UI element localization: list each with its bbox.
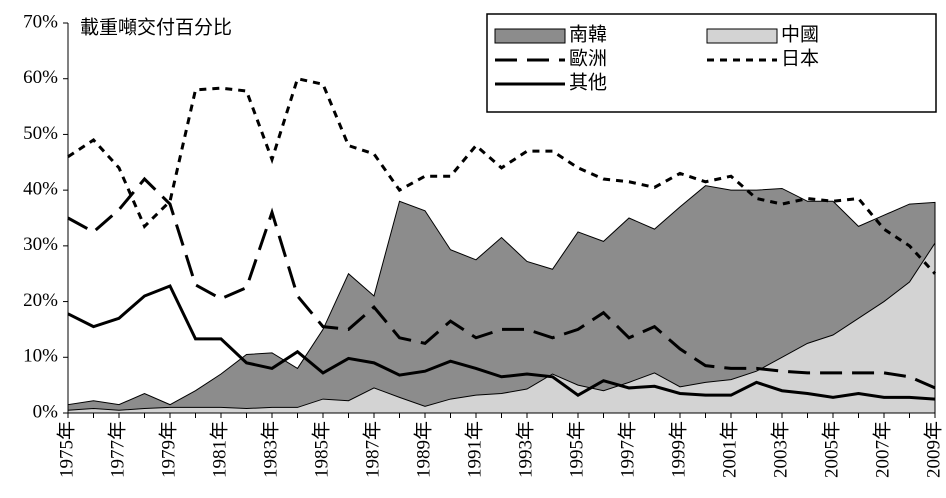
x-tick-label: 1989年 — [412, 421, 434, 478]
x-tick-label: 1991年 — [463, 421, 485, 478]
x-tick-label: 1993年 — [514, 421, 536, 478]
x-tick-label: 1975年 — [55, 421, 77, 478]
legend-label: 南韓 — [569, 23, 607, 45]
x-tick-label: 1979年 — [157, 421, 179, 478]
legend-label: 中國 — [781, 23, 819, 45]
legend-label: 日本 — [781, 47, 819, 69]
y-tick-label: 0% — [33, 401, 59, 422]
plot-area — [67, 76, 937, 414]
legend-label: 歐洲 — [569, 47, 607, 69]
x-tick-label: 2003年 — [769, 421, 791, 478]
x-tick-label: 1997年 — [616, 421, 638, 478]
x-tick-label: 2005年 — [820, 421, 842, 478]
line — [67, 284, 936, 401]
x-tick-label: 2009年 — [922, 421, 944, 478]
y-tick-label: 10% — [23, 346, 58, 367]
legend-swatch — [706, 28, 778, 44]
x-tick-label: 1981年 — [208, 421, 230, 478]
legend-swatch — [494, 28, 566, 44]
x-tick-label: 2007年 — [871, 421, 893, 478]
y-tick-label: 30% — [23, 234, 58, 255]
x-tick-label: 1977年 — [106, 421, 128, 478]
y-tick-label: 40% — [23, 179, 58, 200]
y-tick-label: 70% — [23, 11, 58, 32]
y-tick-label: 60% — [23, 67, 58, 88]
line — [67, 76, 937, 275]
legend-label: 其他 — [569, 71, 607, 93]
x-tick-label: 1983年 — [259, 421, 281, 478]
y-tick-label: 20% — [23, 290, 58, 311]
x-tick-label: 1995年 — [565, 421, 587, 478]
x-tick-label: 1985年 — [310, 421, 332, 478]
x-tick-label: 1987年 — [361, 421, 383, 478]
line — [67, 176, 936, 390]
area — [67, 185, 936, 414]
y-tick-label: 50% — [23, 123, 58, 144]
x-tick-label: 2001年 — [718, 421, 740, 478]
x-tick-label: 1999年 — [667, 421, 689, 478]
chart-title: 載重噸交付百分比 — [80, 16, 232, 38]
